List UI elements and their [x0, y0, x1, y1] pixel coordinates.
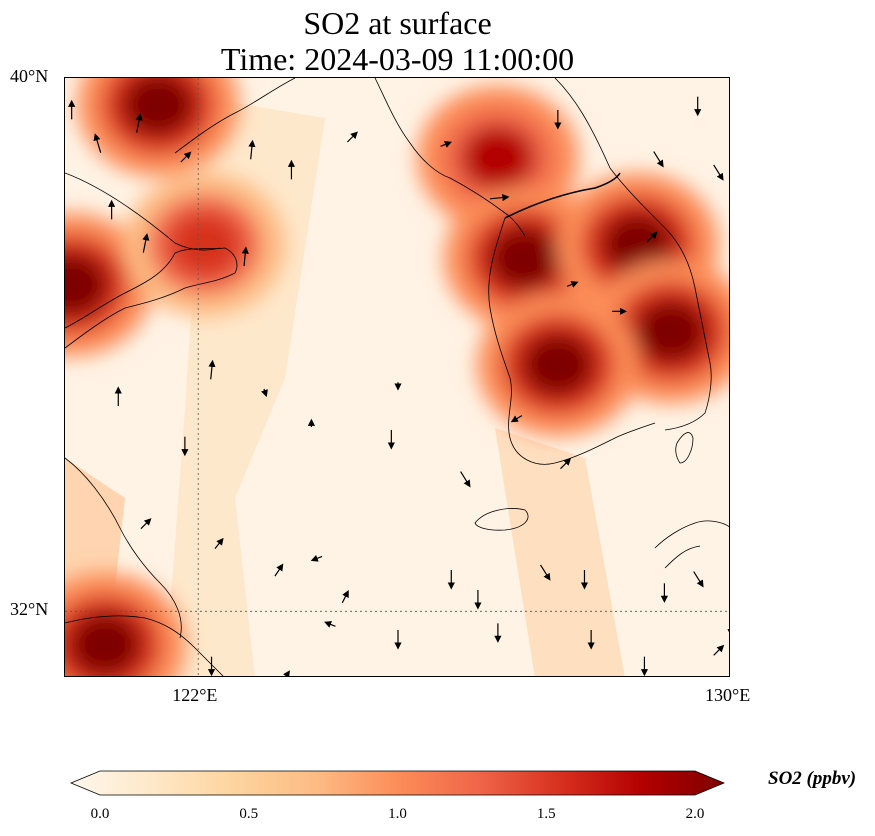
map-panel: [64, 77, 730, 677]
so2-hotspot: [77, 78, 240, 177]
colorbar-label: SO2 (ppbv): [768, 768, 857, 789]
wind-arrow: [282, 670, 290, 676]
coastline-shandong-peninsula: [65, 247, 238, 349]
coastline-korea-east: [609, 167, 712, 431]
so2-hotspot: [123, 172, 286, 317]
wind-arrow: [646, 231, 658, 243]
wind-arrow: [510, 415, 523, 423]
coastline-jiangsu: [65, 457, 182, 639]
wind-arrow: [140, 518, 152, 530]
wind-arrow: [208, 359, 216, 380]
so2-hotspot-ring: [461, 126, 534, 190]
wind-arrow: [274, 563, 284, 577]
wind-arrow: [460, 471, 471, 488]
map-title-line1: SO2 at surface: [303, 5, 492, 41]
so2-hotspot-ring: [488, 226, 561, 290]
wind-arrow: [261, 388, 268, 398]
so2-hotspot-ring: [168, 212, 241, 277]
longitude-label: 122°E: [172, 685, 218, 705]
colorbar-tick-label: 1.0: [388, 806, 407, 822]
wind-arrow: [341, 589, 349, 604]
so2-hotspot-ring: [65, 252, 108, 317]
coastline-jeju: [474, 508, 529, 531]
wind-arrow: [713, 644, 725, 656]
colorbar-tick-label: 0.0: [90, 806, 110, 822]
wind-arrow: [560, 458, 572, 470]
wind-arrow: [566, 281, 579, 288]
so2-hotspot: [476, 292, 639, 437]
graticule: [65, 78, 729, 676]
wind-arrow: [214, 537, 224, 550]
wind-arrow: [241, 246, 249, 267]
wind-arrow: [440, 141, 452, 148]
so2-hotspot-ring: [122, 78, 195, 137]
coastline-north-korea-east: [554, 78, 611, 169]
coastlines: [65, 78, 729, 676]
wind-arrow: [180, 151, 192, 163]
colorbar-tick-label: 0.5: [239, 806, 259, 822]
coastline-shandong-north: [65, 172, 221, 251]
latitude-label: 40°N: [10, 66, 49, 86]
longitude-label: 130°E: [705, 685, 751, 705]
coastline-yangtze: [65, 615, 224, 676]
colorbar-graphic: [69, 770, 726, 796]
coastline-liaoning-bay: [374, 78, 526, 237]
coastline-korea-west: [488, 217, 656, 465]
wind-arrow: [93, 133, 102, 153]
so2-hotspot-ring: [68, 612, 141, 676]
wind-arrow: [693, 571, 704, 588]
wind-arrow: [248, 139, 256, 160]
latitude-label: 32°N: [10, 599, 49, 620]
wind-vectors: [68, 96, 729, 676]
coastline-kyushu: [654, 520, 729, 569]
so2-hotspot-ring: [521, 332, 594, 397]
wind-arrow: [142, 233, 150, 253]
wind-arrow: [324, 621, 336, 628]
so2-hotspot-ring: [635, 299, 708, 364]
wind-arrow: [540, 564, 551, 581]
wind-arrow: [135, 113, 143, 133]
wind-arrow: [489, 193, 510, 202]
coastline-tsushima: [675, 432, 694, 464]
so2-hotspot: [65, 572, 186, 676]
colorbar: [69, 768, 726, 803]
so2-hotspots: [65, 78, 729, 676]
border-north-korea-china: [504, 172, 621, 219]
map-title-line2: Time: 2024-03-09 11:00:00: [220, 41, 575, 77]
so2-hotspot: [416, 86, 579, 230]
colorbar-tick-label: 1.5: [536, 806, 556, 822]
coastline-liaodong: [174, 78, 296, 154]
wind-arrow: [310, 554, 323, 562]
wind-arrow: [653, 151, 664, 168]
wind-arrow: [713, 164, 724, 181]
so2-plume-east: [495, 428, 625, 676]
map-canvas: [65, 78, 729, 676]
wind-arrow: [346, 131, 358, 143]
colorbar-tick-label: 2.0: [685, 806, 705, 822]
